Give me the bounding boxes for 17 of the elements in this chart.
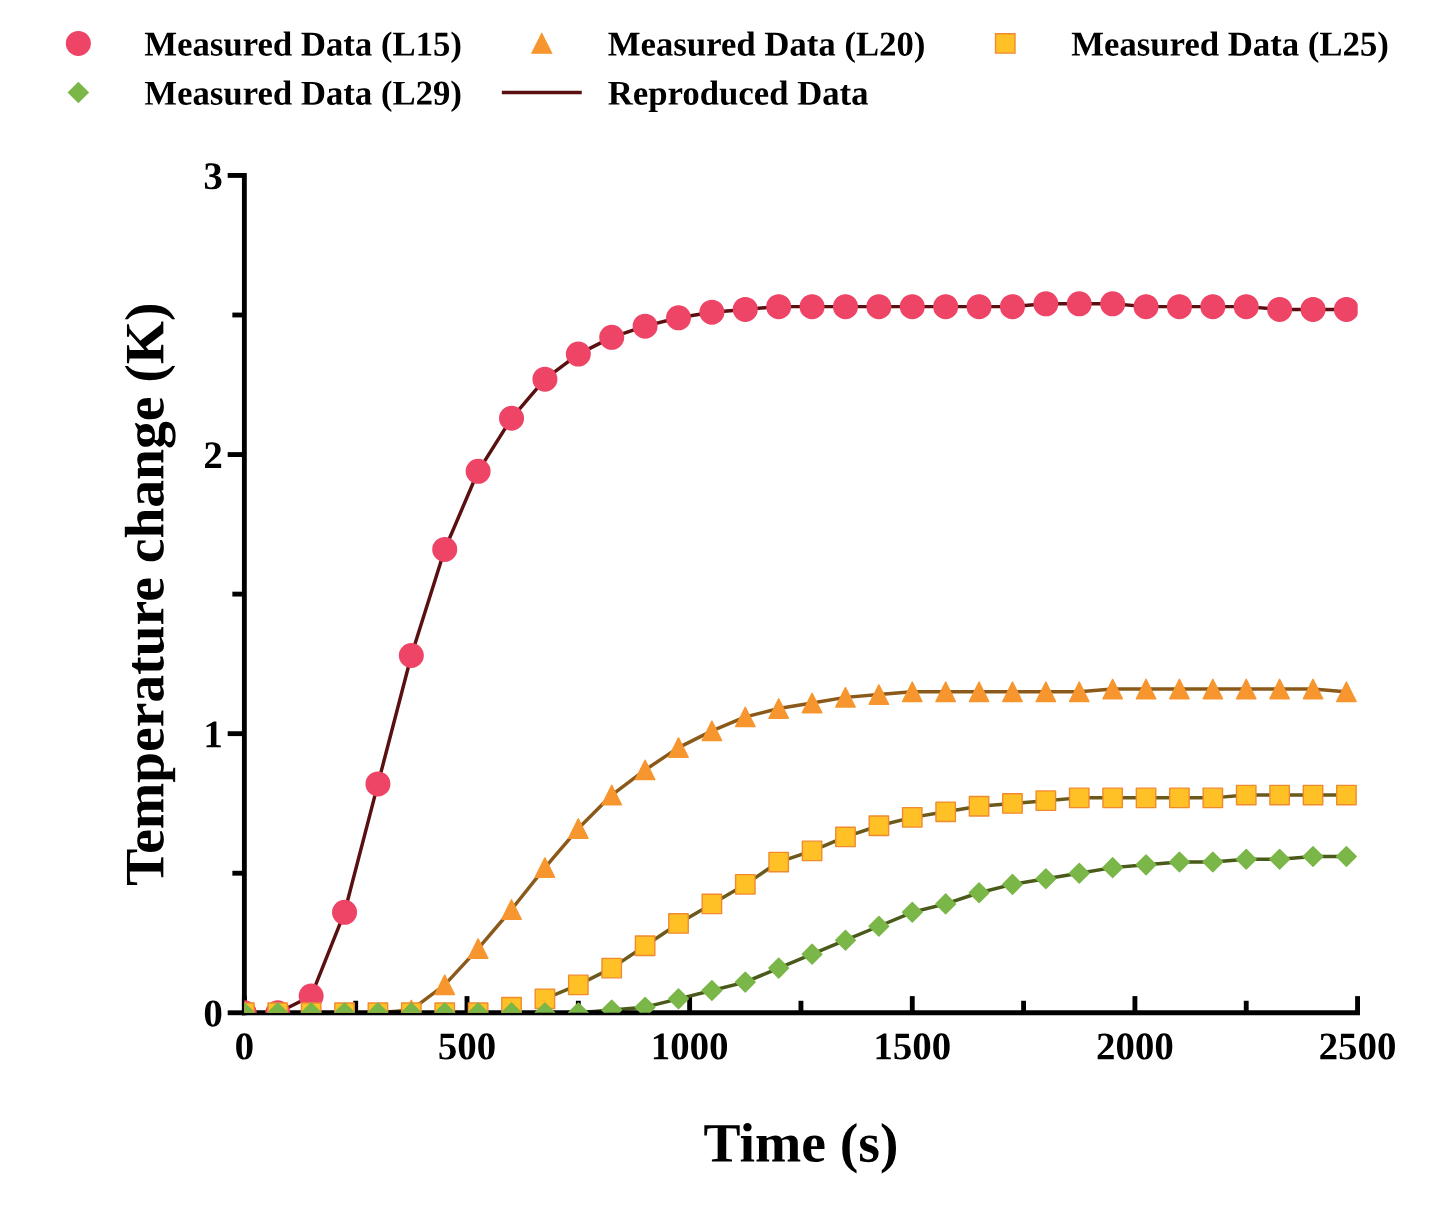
legend-label: Reproduced Data	[608, 80, 868, 113]
x-tick-label: 0	[236, 1033, 253, 1060]
legend-label: Measured Data (L15)	[144, 31, 461, 63]
legend-label: Measured Data (L20)	[608, 31, 924, 63]
y-tick-label: 1	[206, 721, 221, 748]
x-tick-label: 1000	[653, 1033, 728, 1060]
y-axis-title: Temperature change (K)	[124, 304, 176, 885]
y-tick-label: 0	[204, 1000, 222, 1027]
y-tick-label: 3	[204, 163, 222, 190]
legend-label: Measured Data (L29)	[144, 80, 461, 113]
x-axis-title: Time (s)	[704, 1123, 896, 1174]
legend-label: Measured Data (L25)	[1071, 31, 1388, 63]
x-tick-label: 2000	[1097, 1033, 1173, 1060]
x-tick-label: 1500	[876, 1033, 950, 1060]
y-tick-label: 2	[205, 442, 222, 469]
x-tick-label: 500	[439, 1033, 495, 1060]
x-tick-label: 2500	[1320, 1033, 1395, 1060]
